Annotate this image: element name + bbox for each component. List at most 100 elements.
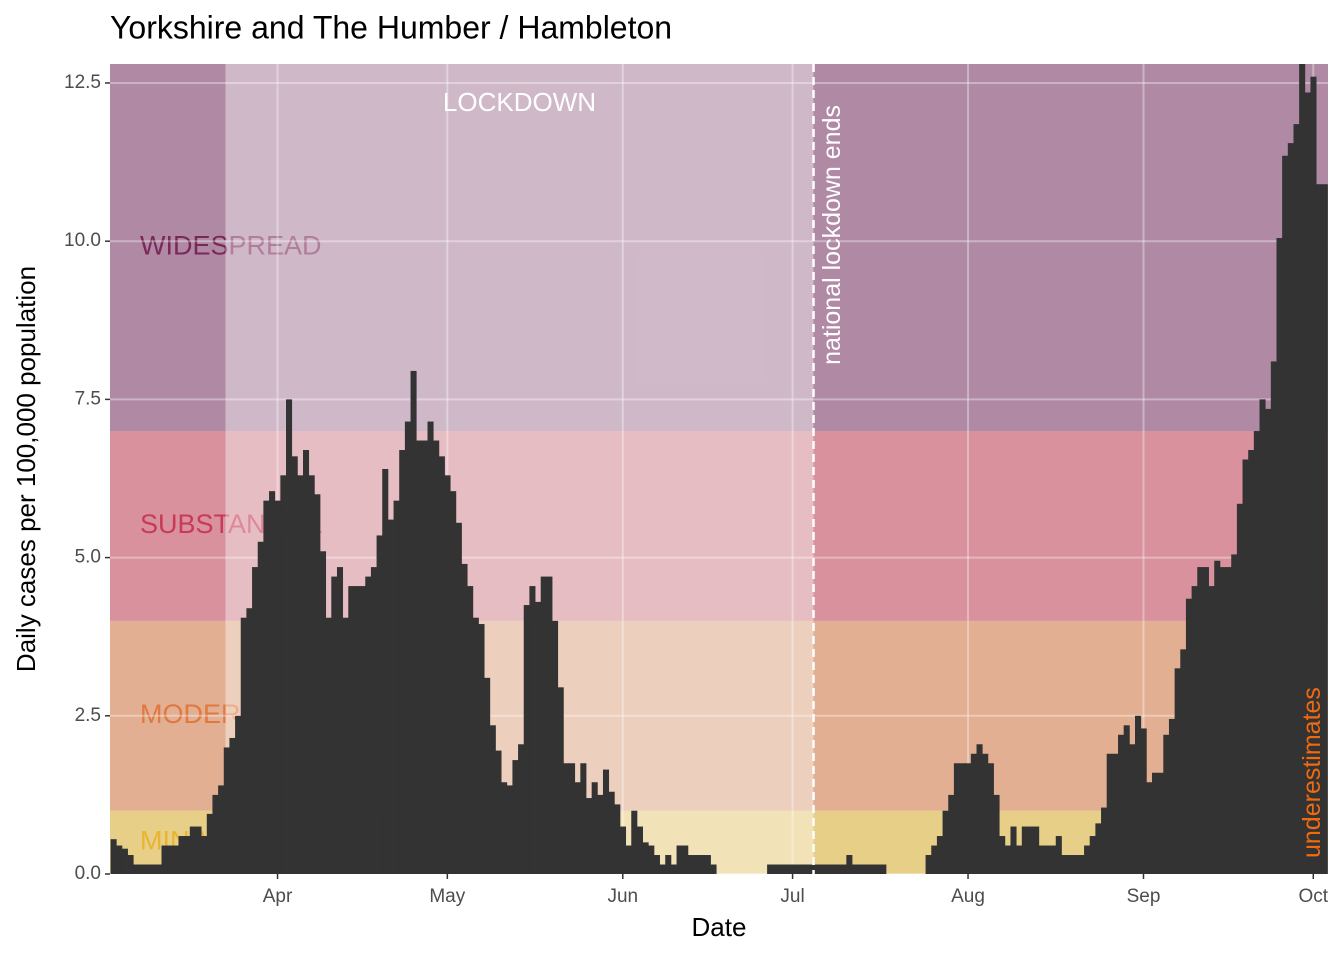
bar xyxy=(1242,459,1249,874)
bar xyxy=(342,617,349,874)
bar xyxy=(1270,361,1277,874)
bar xyxy=(1050,845,1057,874)
bar xyxy=(314,494,321,874)
bar xyxy=(518,744,525,874)
bar xyxy=(1084,845,1091,874)
bar xyxy=(376,535,383,874)
chart-title: Yorkshire and The Humber / Hambleton xyxy=(110,9,672,45)
bar xyxy=(823,864,830,874)
bar xyxy=(535,601,542,874)
bar xyxy=(1151,772,1159,874)
bar xyxy=(529,586,536,874)
bar xyxy=(467,586,474,874)
bar xyxy=(404,421,411,874)
bar xyxy=(965,763,972,874)
bar xyxy=(218,785,225,874)
bar xyxy=(1004,845,1011,874)
bar xyxy=(110,839,117,874)
bar xyxy=(184,836,191,874)
bar xyxy=(433,440,440,874)
bar xyxy=(704,855,711,874)
bar xyxy=(659,864,666,874)
bar xyxy=(1072,855,1079,874)
bar xyxy=(857,864,864,874)
bar xyxy=(1095,823,1102,874)
bar xyxy=(359,586,366,874)
bar xyxy=(1310,76,1317,874)
bar xyxy=(1208,586,1215,874)
x-tick-label: Jun xyxy=(607,886,638,907)
lockdown-label: LOCKDOWN xyxy=(443,87,596,117)
bar xyxy=(574,782,581,874)
bar xyxy=(1044,845,1051,874)
bar xyxy=(155,864,162,874)
bar xyxy=(478,624,485,874)
band-label: WIDESPREAD xyxy=(140,231,322,261)
bar xyxy=(942,810,949,874)
bar xyxy=(303,450,310,874)
bar xyxy=(699,855,706,874)
bar xyxy=(1101,807,1108,874)
bar xyxy=(416,440,423,874)
bar xyxy=(438,456,445,874)
bar xyxy=(653,855,660,874)
bar xyxy=(484,677,491,874)
bar xyxy=(863,864,870,874)
bar xyxy=(1061,855,1068,874)
bar xyxy=(1134,715,1142,874)
bar xyxy=(693,855,700,874)
bar xyxy=(263,500,270,874)
bar xyxy=(252,567,259,874)
bar xyxy=(246,608,253,874)
bar xyxy=(795,864,802,874)
bar xyxy=(121,848,128,874)
bar xyxy=(1123,725,1130,874)
bar xyxy=(150,864,157,874)
bar xyxy=(1265,408,1272,874)
bar xyxy=(868,864,876,874)
bar xyxy=(212,794,219,874)
bar xyxy=(953,763,960,874)
bar xyxy=(1140,728,1147,874)
bar xyxy=(631,810,638,874)
bar xyxy=(1185,598,1192,874)
bar xyxy=(348,586,355,874)
bar xyxy=(1236,503,1243,874)
bar xyxy=(393,500,400,874)
bar xyxy=(614,804,621,874)
bar xyxy=(240,617,247,874)
y-tick-label: 12.5 xyxy=(64,72,101,93)
bar xyxy=(982,753,989,874)
bar xyxy=(1129,744,1136,874)
bar xyxy=(619,826,627,874)
bar xyxy=(1078,855,1085,874)
bar xyxy=(1038,845,1045,874)
bar xyxy=(365,576,372,874)
bar xyxy=(602,769,610,874)
bar xyxy=(195,826,202,874)
bar xyxy=(591,782,598,874)
bar xyxy=(546,576,553,874)
bar xyxy=(410,370,417,874)
bar xyxy=(1180,649,1187,874)
bar xyxy=(670,864,677,874)
bar xyxy=(172,845,179,874)
bar xyxy=(138,864,145,874)
y-tick-label: 5.0 xyxy=(75,547,101,568)
bar xyxy=(1259,399,1266,874)
bar xyxy=(880,864,887,874)
bar xyxy=(167,845,174,874)
bar xyxy=(1191,586,1198,874)
bar xyxy=(772,864,779,874)
bar xyxy=(189,826,196,874)
x-tick-label: Aug xyxy=(951,886,985,907)
x-tick-label: May xyxy=(429,886,465,907)
bar xyxy=(280,475,287,874)
bar xyxy=(959,763,966,874)
bar xyxy=(399,450,406,874)
bar xyxy=(144,864,151,874)
bar xyxy=(1293,124,1300,874)
bar xyxy=(501,782,508,874)
bar xyxy=(1321,184,1328,874)
